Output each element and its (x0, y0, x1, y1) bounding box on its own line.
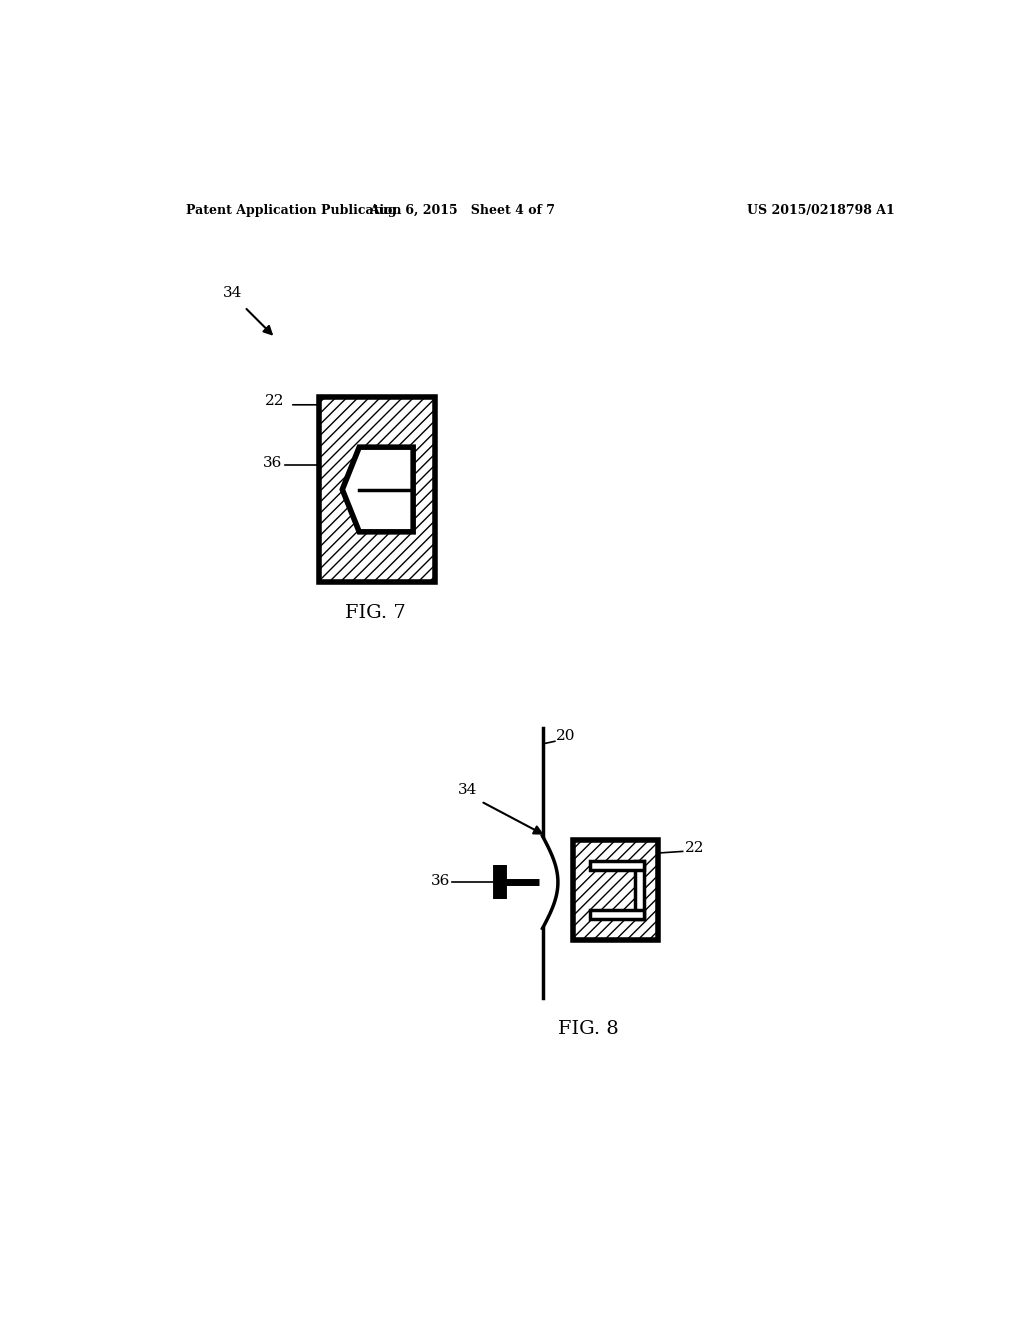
Polygon shape (590, 909, 644, 919)
Bar (573, 840, 658, 940)
Text: Patent Application Publication: Patent Application Publication (186, 205, 401, 218)
Bar (573, 840, 658, 940)
Bar (319, 397, 435, 582)
Bar (319, 397, 435, 582)
Text: 36: 36 (431, 874, 451, 887)
Polygon shape (635, 861, 644, 919)
Text: 34: 34 (223, 286, 243, 300)
Text: 22: 22 (685, 841, 705, 854)
Text: 20: 20 (556, 729, 575, 743)
Text: FIG. 8: FIG. 8 (558, 1019, 620, 1038)
Bar (319, 397, 435, 582)
Text: 36: 36 (263, 455, 283, 470)
Text: 34: 34 (458, 783, 477, 797)
Polygon shape (590, 861, 644, 870)
Text: US 2015/0218798 A1: US 2015/0218798 A1 (746, 205, 894, 218)
Text: FIG. 7: FIG. 7 (345, 603, 406, 622)
Text: 22: 22 (265, 393, 285, 408)
Text: Aug. 6, 2015   Sheet 4 of 7: Aug. 6, 2015 Sheet 4 of 7 (369, 205, 555, 218)
Polygon shape (342, 447, 413, 532)
Bar (573, 840, 658, 940)
